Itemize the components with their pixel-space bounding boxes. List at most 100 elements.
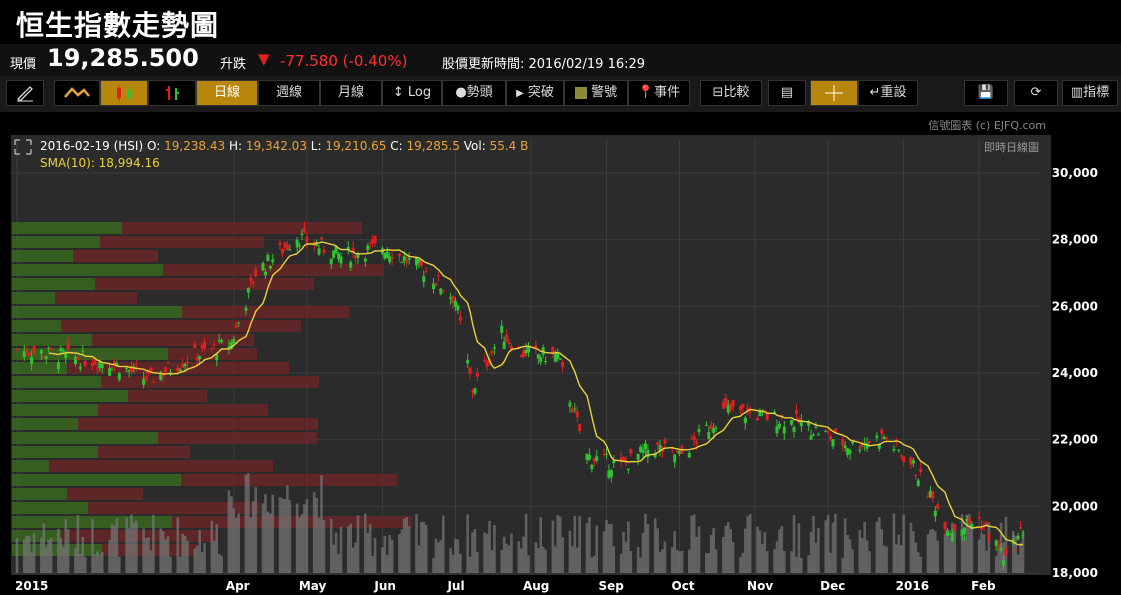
- volume-bar: [709, 534, 713, 573]
- candle: [149, 367, 153, 371]
- candle: [166, 361, 170, 363]
- candle: [251, 281, 255, 284]
- candle: [159, 372, 163, 380]
- volume-bar: [398, 534, 401, 573]
- volume-bar: [897, 534, 901, 573]
- refresh-button[interactable]: ⟳: [1014, 80, 1058, 106]
- candle: [570, 408, 574, 413]
- event-button[interactable]: 📍事件: [628, 80, 690, 106]
- volume-bar: [1014, 535, 1017, 573]
- candle: [432, 283, 436, 290]
- volume-profile-down: [101, 376, 319, 388]
- candle: [760, 409, 764, 411]
- candle: [351, 247, 355, 253]
- x-tick-label: Dec: [820, 579, 845, 593]
- candle: [475, 372, 479, 377]
- crosshair-button[interactable]: [810, 80, 858, 106]
- volume-bar: [118, 556, 121, 573]
- candle: [283, 242, 287, 248]
- candle: [56, 362, 60, 370]
- candle: [612, 460, 616, 464]
- volume-bar: [877, 517, 881, 573]
- alert-button[interactable]: 警號: [564, 80, 628, 106]
- tab-weekly[interactable]: 週線: [258, 80, 320, 106]
- volume-bar: [132, 522, 136, 573]
- tab-daily[interactable]: 日線: [196, 80, 258, 106]
- draw-pencil-button[interactable]: [6, 80, 44, 106]
- compare-button[interactable]: ⊟比較: [700, 80, 762, 106]
- candle: [203, 341, 207, 349]
- candle: [183, 363, 187, 367]
- volume-bar: [656, 528, 659, 573]
- candle: [22, 350, 26, 357]
- ohlc-bar-button[interactable]: [148, 80, 196, 106]
- candle: [568, 402, 572, 407]
- volume-bar: [339, 526, 343, 573]
- volume-bar: [200, 552, 204, 573]
- tab-monthly[interactable]: 月線: [320, 80, 382, 106]
- x-tick-label: Apr: [226, 579, 250, 593]
- volume-bar: [249, 517, 253, 573]
- line-chart-button[interactable]: [54, 80, 100, 106]
- candle: [914, 474, 918, 476]
- trend-button[interactable]: ●勢頭: [442, 80, 506, 106]
- candle: [473, 388, 477, 394]
- candle: [254, 269, 258, 277]
- candle: [298, 245, 302, 247]
- candle: [846, 448, 850, 455]
- volume-profile-down: [100, 236, 264, 248]
- candle: [936, 504, 940, 509]
- y-tick-label: 18,000: [1052, 566, 1098, 580]
- indicator-button[interactable]: ▥指標: [1062, 80, 1118, 106]
- volume-bar: [610, 524, 613, 573]
- candle: [816, 434, 820, 436]
- reset-button[interactable]: ↵重設: [858, 80, 918, 106]
- candle: [249, 277, 253, 282]
- volume-bar: [746, 516, 750, 573]
- volume-bar: [697, 526, 701, 573]
- candle: [400, 261, 404, 263]
- volume-bar: [305, 499, 309, 573]
- save-button[interactable]: 💾: [964, 80, 1008, 106]
- volume-bar: [422, 521, 426, 573]
- candle: [449, 297, 453, 299]
- volume-bar: [690, 515, 694, 573]
- volume-bar: [675, 549, 679, 573]
- volume-profile-down: [78, 418, 318, 430]
- info-l-label: L:: [310, 139, 322, 153]
- candle: [322, 249, 326, 253]
- volume-profile-down: [49, 460, 273, 472]
- volume-bar: [712, 528, 715, 573]
- volume-bar: [278, 497, 282, 573]
- volume-profile-up: [12, 502, 88, 514]
- candle: [875, 435, 879, 438]
- volume-bar: [113, 525, 116, 573]
- candlestick-button[interactable]: [100, 80, 148, 106]
- volume-bar: [334, 532, 338, 573]
- candle: [539, 357, 543, 362]
- volume-bar: [385, 554, 389, 573]
- volume-profile-down: [128, 390, 207, 402]
- volume-bar: [266, 511, 270, 573]
- candle: [363, 258, 367, 262]
- candle: [622, 457, 626, 461]
- x-tick-label: Nov: [747, 579, 773, 593]
- volume-bar: [420, 522, 423, 573]
- candle: [100, 364, 104, 369]
- candle: [624, 461, 628, 463]
- breakout-button[interactable]: ▶ 突破: [506, 80, 564, 106]
- info-date: 2016-02-19: [40, 139, 110, 153]
- candle: [731, 400, 735, 407]
- layers-button[interactable]: ▤: [768, 80, 806, 106]
- y-tick-label: 26,000: [1052, 299, 1098, 313]
- expand-icon[interactable]: [14, 139, 32, 155]
- candle: [595, 456, 599, 461]
- volume-bar: [916, 552, 920, 573]
- log-scale-button[interactable]: ↕ Log: [382, 80, 442, 106]
- candle: [773, 412, 777, 414]
- candle: [656, 442, 660, 445]
- volume-bar: [195, 545, 199, 573]
- volume-bar: [931, 529, 935, 573]
- volume-bar: [741, 552, 745, 573]
